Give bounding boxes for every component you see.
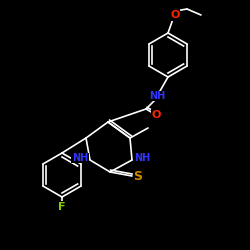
Text: NH: NH	[72, 153, 88, 163]
Text: O: O	[170, 10, 180, 20]
Text: O: O	[151, 110, 161, 120]
Text: S: S	[134, 170, 142, 182]
Text: NH: NH	[149, 91, 165, 101]
Text: NH: NH	[134, 153, 150, 163]
Text: F: F	[58, 202, 66, 212]
